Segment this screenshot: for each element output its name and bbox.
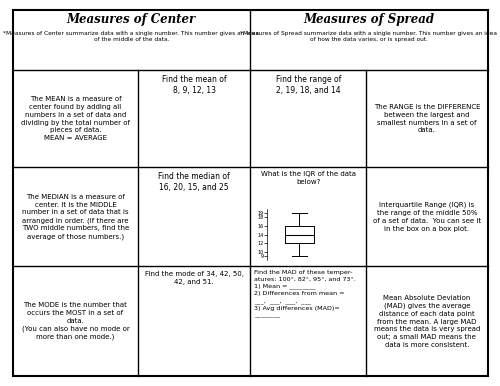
Text: Find the mode of 34, 42, 50,
42, and 51.: Find the mode of 34, 42, 50, 42, and 51. [144, 271, 244, 285]
Text: Measures of Spread: Measures of Spread [303, 13, 434, 26]
Text: The MEAN is a measure of
center found by adding all
numbers in a set of data and: The MEAN is a measure of center found by… [21, 96, 130, 141]
Text: Find the MAD of these temper-
atures: 100°, 82°, 95°, and 73°.
1) Mean = _______: Find the MAD of these temper- atures: 10… [254, 270, 356, 318]
Text: Find the mean of
8, 9, 12, 13: Find the mean of 8, 9, 12, 13 [162, 75, 226, 95]
Text: *Measures of Spread summarize data with a single number. This number gives an id: *Measures of Spread summarize data with … [240, 31, 497, 42]
Text: Interquartile Range (IQR) is
the range of the middle 50%
of a set of data.  You : Interquartile Range (IQR) is the range o… [373, 202, 481, 232]
Text: *Measures of Center summarize data with a single number. This number gives an id: *Measures of Center summarize data with … [4, 31, 259, 42]
Text: The RANGE is the DIFFERENCE
between the largest and
smallest numbers in a set of: The RANGE is the DIFFERENCE between the … [374, 104, 480, 134]
Text: Find the range of
2, 19, 18, and 14: Find the range of 2, 19, 18, and 14 [276, 75, 341, 95]
Text: The MEDIAN is a measure of
center. It is the MIDDLE
number in a set of data that: The MEDIAN is a measure of center. It is… [22, 194, 129, 240]
Text: Measures of Center: Measures of Center [66, 13, 196, 26]
Text: Mean Absolute Deviation
(MAD) gives the average
distance of each data point
from: Mean Absolute Deviation (MAD) gives the … [374, 295, 480, 348]
Text: The MODE is the number that
occurs the MOST in a set of
data.
(You can also have: The MODE is the number that occurs the M… [22, 302, 130, 340]
Text: What is the IQR of the data
below?: What is the IQR of the data below? [260, 171, 356, 185]
Text: Find the median of
16, 20, 15, and 25: Find the median of 16, 20, 15, and 25 [158, 172, 230, 192]
